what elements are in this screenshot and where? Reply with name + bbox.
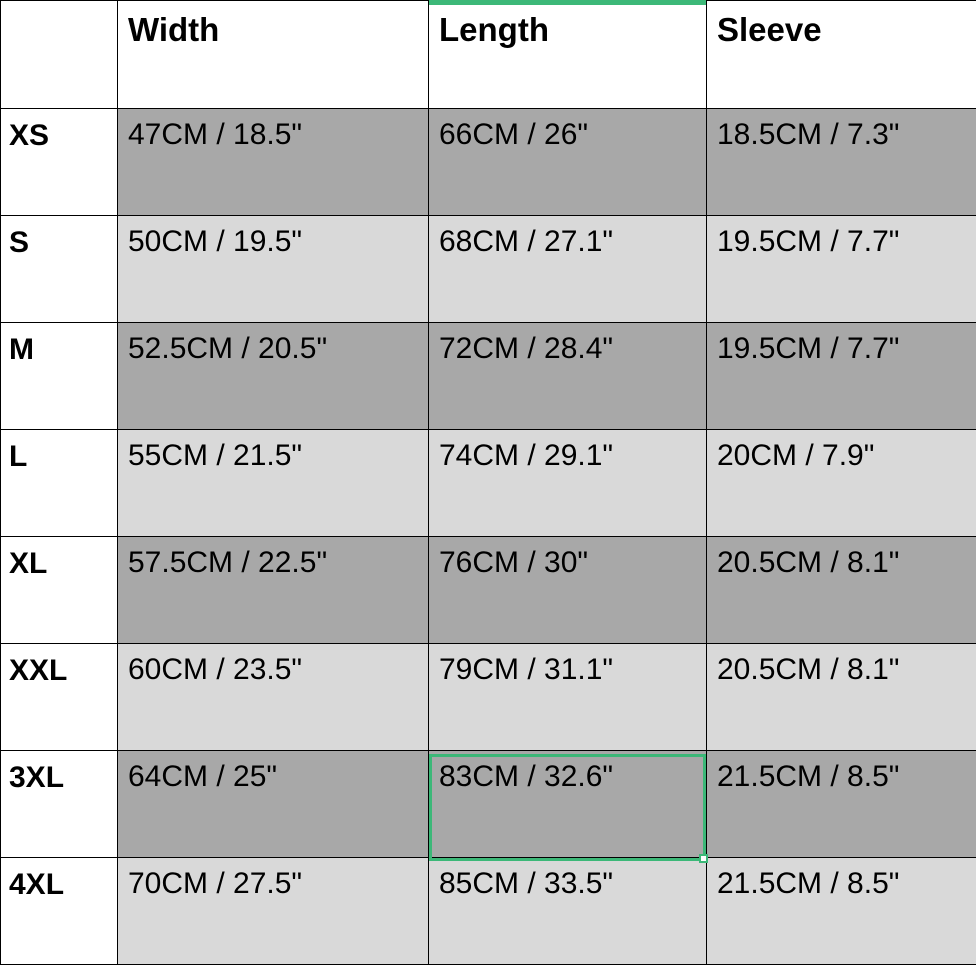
cell-width[interactable]: 57.5CM / 22.5" xyxy=(117,536,429,644)
table-body: XS 47CM / 18.5" 66CM / 26" 18.5CM / 7.3"… xyxy=(0,108,976,965)
cell-length[interactable]: 74CM / 29.1" xyxy=(428,429,707,537)
row-size-label: XXL xyxy=(0,643,118,751)
table-row: S 50CM / 19.5" 68CM / 27.1" 19.5CM / 7.7… xyxy=(0,215,976,323)
cell-sleeve[interactable]: 21.5CM / 8.5" xyxy=(706,750,976,858)
cell-width[interactable]: 70CM / 27.5" xyxy=(117,857,429,965)
row-size-label: M xyxy=(0,322,118,430)
cell-length[interactable]: 66CM / 26" xyxy=(428,108,707,216)
row-size-label: 4XL xyxy=(0,857,118,965)
cell-width[interactable]: 47CM / 18.5" xyxy=(117,108,429,216)
cell-length[interactable]: 79CM / 31.1" xyxy=(428,643,707,751)
table-header: Width Length Sleeve xyxy=(0,0,976,109)
cell-length-selected[interactable]: 83CM / 32.6" xyxy=(428,750,707,858)
cell-width[interactable]: 60CM / 23.5" xyxy=(117,643,429,751)
row-size-label: S xyxy=(0,215,118,323)
table-row: XXL 60CM / 23.5" 79CM / 31.1" 20.5CM / 8… xyxy=(0,643,976,751)
header-cell-length[interactable]: Length xyxy=(428,0,707,109)
cell-width[interactable]: 64CM / 25" xyxy=(117,750,429,858)
cell-width[interactable]: 55CM / 21.5" xyxy=(117,429,429,537)
table-row: L 55CM / 21.5" 74CM / 29.1" 20CM / 7.9" xyxy=(0,429,976,537)
cell-sleeve[interactable]: 20.5CM / 8.1" xyxy=(706,536,976,644)
cell-length[interactable]: 72CM / 28.4" xyxy=(428,322,707,430)
header-row: Width Length Sleeve xyxy=(0,0,976,109)
cell-width[interactable]: 52.5CM / 20.5" xyxy=(117,322,429,430)
cell-sleeve[interactable]: 19.5CM / 7.7" xyxy=(706,322,976,430)
header-cell-corner xyxy=(0,0,118,109)
cell-sleeve[interactable]: 18.5CM / 7.3" xyxy=(706,108,976,216)
row-size-label: 3XL xyxy=(0,750,118,858)
cell-sleeve[interactable]: 20.5CM / 8.1" xyxy=(706,643,976,751)
header-cell-width[interactable]: Width xyxy=(117,0,429,109)
cell-length[interactable]: 76CM / 30" xyxy=(428,536,707,644)
table-row: M 52.5CM / 20.5" 72CM / 28.4" 19.5CM / 7… xyxy=(0,322,976,430)
table-row: XL 57.5CM / 22.5" 76CM / 30" 20.5CM / 8.… xyxy=(0,536,976,644)
cell-width[interactable]: 50CM / 19.5" xyxy=(117,215,429,323)
cell-length[interactable]: 85CM / 33.5" xyxy=(428,857,707,965)
table-row: XS 47CM / 18.5" 66CM / 26" 18.5CM / 7.3" xyxy=(0,108,976,216)
cell-sleeve[interactable]: 21.5CM / 8.5" xyxy=(706,857,976,965)
row-size-label: XS xyxy=(0,108,118,216)
header-cell-sleeve[interactable]: Sleeve xyxy=(706,0,976,109)
row-size-label: L xyxy=(0,429,118,537)
row-size-label: XL xyxy=(0,536,118,644)
cell-sleeve[interactable]: 19.5CM / 7.7" xyxy=(706,215,976,323)
cell-sleeve[interactable]: 20CM / 7.9" xyxy=(706,429,976,537)
table-row: 4XL 70CM / 27.5" 85CM / 33.5" 21.5CM / 8… xyxy=(0,857,976,965)
cell-length[interactable]: 68CM / 27.1" xyxy=(428,215,707,323)
table-row: 3XL 64CM / 25" 83CM / 32.6" 21.5CM / 8.5… xyxy=(0,750,976,858)
